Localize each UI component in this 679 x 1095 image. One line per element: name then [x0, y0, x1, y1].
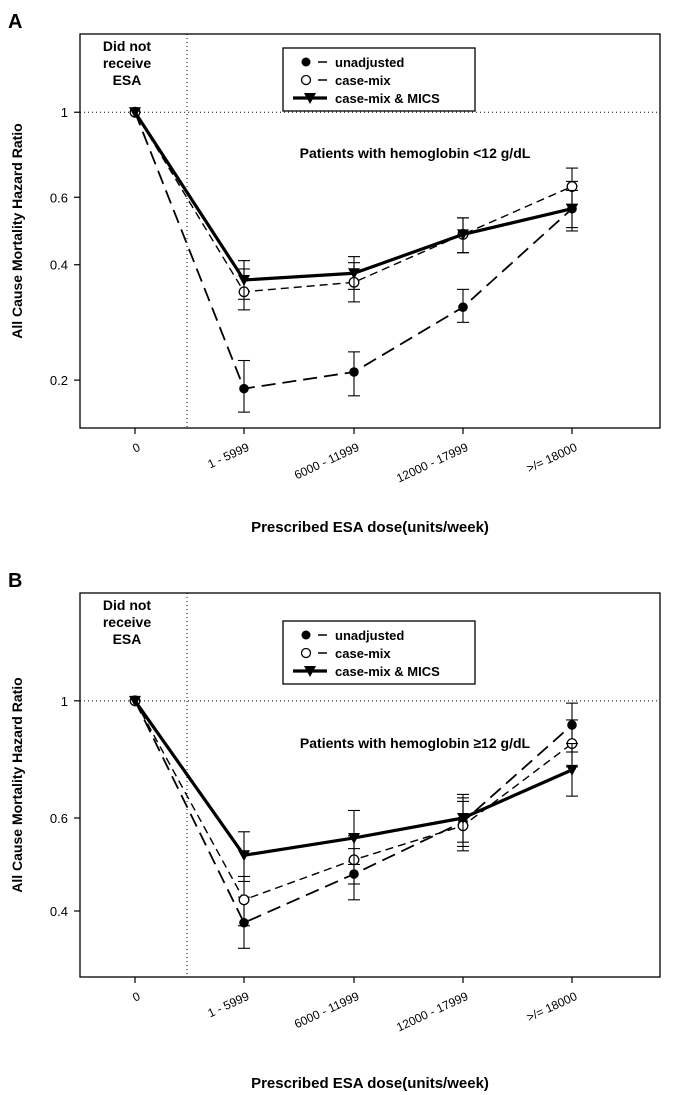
- data-point: [566, 203, 578, 215]
- data-point: [457, 812, 469, 824]
- x-tick-label: 1 - 5999: [205, 989, 251, 1020]
- panel-label: A: [8, 11, 22, 33]
- data-point: [566, 764, 578, 776]
- data-point: [348, 268, 360, 280]
- legend-marker: [304, 93, 316, 104]
- data-point: [129, 107, 141, 119]
- x-tick-label: 0: [130, 989, 142, 1005]
- chart-panel-a: A 0.2 0.4 0.6 1 0 1 - 5999 6000 - 11999 12000 - …: [8, 11, 661, 536]
- data-point: [238, 274, 250, 286]
- y-axis-title: All Cause Mortality Hazard Ratio: [9, 123, 25, 339]
- y-tick-label: 1: [61, 694, 68, 709]
- data-point: [348, 832, 360, 844]
- annotation-no-esa: ESA: [113, 631, 142, 647]
- chart-panel-b: B 0.4 0.6 1 0 1 - 5999 6000 - 11999 12000 - 179…: [8, 570, 661, 1092]
- y-tick-label: 0.2: [50, 373, 68, 388]
- x-tick-label: 12000 - 17999: [394, 989, 470, 1035]
- annotation-hemoglobin: Patients with hemoglobin ≥12 g/dL: [300, 735, 531, 751]
- legend: unadjusted case-mix case-mix & MICS: [282, 47, 476, 112]
- y-tick-label: 0.4: [50, 258, 68, 273]
- legend-marker: [301, 630, 311, 640]
- legend-marker: [300, 647, 312, 659]
- annotation-no-esa: receive: [103, 614, 151, 630]
- x-tick-label: >/= 18000: [524, 440, 579, 476]
- series-case-mix-mics: [129, 107, 578, 300]
- x-axis-title: Prescribed ESA dose(units/week): [251, 519, 489, 536]
- x-tick-label: 0: [130, 440, 142, 456]
- annotation-no-esa: ESA: [113, 72, 142, 88]
- legend-box: [282, 47, 476, 112]
- data-point: [566, 181, 578, 192]
- data-point: [238, 850, 250, 862]
- legend-label: unadjusted: [335, 55, 404, 70]
- x-tick-label: 12000 - 17999: [394, 440, 470, 486]
- legend-label: case-mix & MICS: [335, 664, 440, 679]
- data-point: [457, 229, 469, 241]
- panel-label: B: [8, 570, 22, 592]
- x-tick-label: 6000 - 11999: [292, 989, 362, 1031]
- annotation-no-esa: Did not: [103, 597, 152, 613]
- legend: unadjusted case-mix case-mix & MICS: [282, 620, 476, 685]
- data-point: [238, 894, 250, 906]
- y-tick-label: 0.4: [50, 904, 68, 919]
- legend-marker: [304, 666, 316, 677]
- annotation-no-esa: receive: [103, 55, 151, 71]
- series-line: [133, 111, 573, 282]
- data-point: [129, 695, 141, 707]
- x-axis-title: Prescribed ESA dose(units/week): [251, 1075, 489, 1092]
- data-point: [458, 302, 468, 312]
- legend-marker: [300, 74, 312, 86]
- legend-label: unadjusted: [335, 628, 404, 643]
- series-case-mix-mics: [129, 695, 578, 883]
- legend-marker: [301, 57, 311, 67]
- annotation-no-esa: Did not: [103, 38, 152, 54]
- legend-label: case-mix: [335, 646, 391, 661]
- y-axis-title: All Cause Mortality Hazard Ratio: [9, 677, 25, 893]
- y-tick-label: 1: [61, 105, 68, 120]
- plot-frame: [79, 592, 661, 978]
- x-tick-label: 6000 - 11999: [292, 440, 362, 482]
- x-tick-label: 1 - 5999: [205, 440, 251, 471]
- y-tick-label: 0.6: [50, 811, 68, 826]
- y-tick-label: 0.6: [50, 190, 68, 205]
- plot-frame: [79, 33, 661, 429]
- legend-label: case-mix & MICS: [335, 91, 440, 106]
- x-tick-label: >/= 18000: [524, 989, 579, 1025]
- data-point: [349, 367, 359, 377]
- data-point: [239, 383, 249, 394]
- legend-label: case-mix: [335, 73, 391, 88]
- annotation-hemoglobin: Patients with hemoglobin <12 g/dL: [300, 145, 531, 161]
- legend-box: [282, 620, 476, 685]
